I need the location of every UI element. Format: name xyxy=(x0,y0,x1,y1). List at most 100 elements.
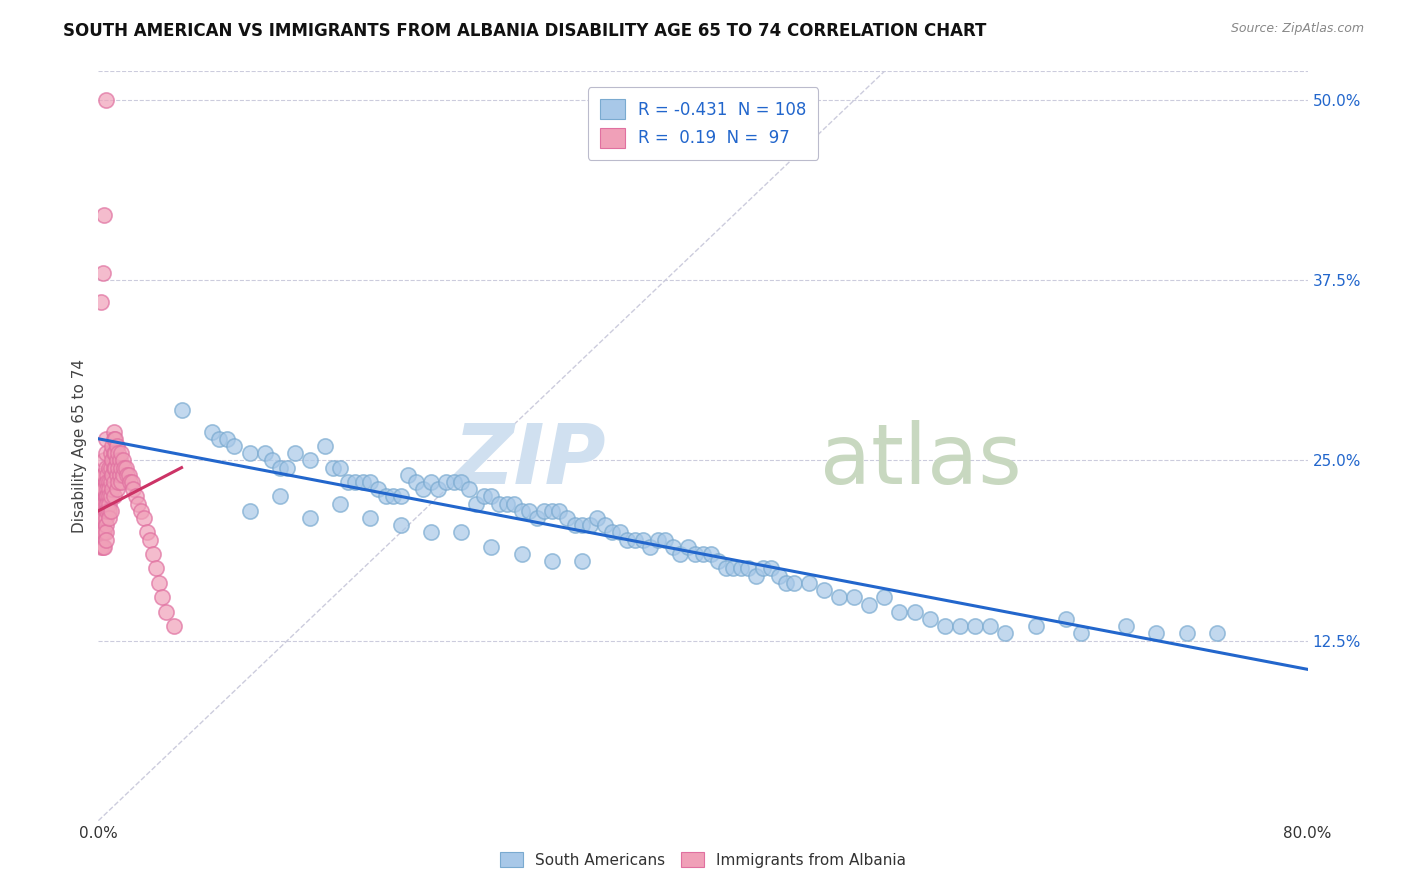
Point xyxy=(94,518,117,533)
Legend: South Americans, Immigrants from Albania: South Americans, Immigrants from Albania xyxy=(494,846,912,873)
Point xyxy=(314,439,336,453)
Point xyxy=(90,497,112,511)
Point xyxy=(616,533,638,547)
Point xyxy=(105,453,128,467)
Point xyxy=(692,547,714,561)
Point xyxy=(90,525,112,540)
Point xyxy=(93,482,115,496)
Point xyxy=(571,554,593,568)
Point xyxy=(96,482,118,496)
Point xyxy=(93,467,115,482)
Point xyxy=(752,561,775,575)
Point xyxy=(828,591,851,605)
Point xyxy=(443,475,465,489)
Point xyxy=(201,425,224,439)
Point xyxy=(93,209,115,223)
Point xyxy=(699,547,721,561)
Point xyxy=(96,497,118,511)
Point xyxy=(112,460,135,475)
Point xyxy=(495,497,517,511)
Point xyxy=(1115,619,1137,633)
Point xyxy=(768,568,790,582)
Point xyxy=(98,490,121,504)
Point xyxy=(100,460,122,475)
Point xyxy=(434,475,457,489)
Point xyxy=(94,504,117,518)
Text: SOUTH AMERICAN VS IMMIGRANTS FROM ALBANIA DISABILITY AGE 65 TO 74 CORRELATION CH: SOUTH AMERICAN VS IMMIGRANTS FROM ALBANI… xyxy=(63,22,987,40)
Point xyxy=(94,446,117,460)
Point xyxy=(578,518,600,533)
Point xyxy=(150,591,173,605)
Point xyxy=(269,490,291,504)
Point xyxy=(94,490,117,504)
Point xyxy=(115,467,138,482)
Text: atlas: atlas xyxy=(820,420,1022,501)
Point xyxy=(420,525,443,540)
Point xyxy=(889,605,911,619)
Point xyxy=(329,497,352,511)
Point xyxy=(98,504,121,518)
Point xyxy=(104,446,127,460)
Point xyxy=(714,561,737,575)
Point xyxy=(344,475,367,489)
Point xyxy=(858,598,880,612)
Point xyxy=(111,453,134,467)
Point xyxy=(90,482,112,496)
Point xyxy=(215,432,238,446)
Text: ZIP: ZIP xyxy=(454,420,606,501)
Point xyxy=(813,583,835,598)
Point xyxy=(110,446,132,460)
Point xyxy=(91,266,114,280)
Point xyxy=(122,482,145,496)
Point xyxy=(91,511,114,525)
Point xyxy=(100,490,122,504)
Point xyxy=(609,525,631,540)
Point xyxy=(110,475,132,489)
Point xyxy=(239,446,262,460)
Point xyxy=(396,467,419,482)
Point xyxy=(723,561,745,575)
Point xyxy=(918,612,941,626)
Point xyxy=(540,554,562,568)
Point xyxy=(105,482,128,496)
Point xyxy=(571,518,593,533)
Point xyxy=(139,533,162,547)
Point xyxy=(96,504,118,518)
Point xyxy=(844,591,866,605)
Point xyxy=(91,467,114,482)
Point xyxy=(155,605,177,619)
Point xyxy=(103,425,125,439)
Point xyxy=(555,511,578,525)
Point xyxy=(934,619,956,633)
Point xyxy=(647,533,669,547)
Point xyxy=(481,540,503,554)
Point xyxy=(488,497,510,511)
Point xyxy=(93,525,115,540)
Point xyxy=(420,475,443,489)
Point xyxy=(472,490,495,504)
Point xyxy=(745,568,768,582)
Point xyxy=(107,475,129,489)
Point xyxy=(1175,626,1198,640)
Point xyxy=(654,533,676,547)
Point xyxy=(299,453,322,467)
Point xyxy=(631,533,654,547)
Point xyxy=(93,497,115,511)
Point xyxy=(105,439,128,453)
Point xyxy=(107,446,129,460)
Point xyxy=(284,446,307,460)
Point xyxy=(94,533,117,547)
Text: Source: ZipAtlas.com: Source: ZipAtlas.com xyxy=(1230,22,1364,36)
Point xyxy=(108,467,131,482)
Point xyxy=(669,547,692,561)
Point xyxy=(132,511,155,525)
Point xyxy=(103,490,125,504)
Point xyxy=(1070,626,1092,640)
Point xyxy=(224,439,246,453)
Point xyxy=(142,547,165,561)
Point xyxy=(450,475,472,489)
Point xyxy=(108,453,131,467)
Point xyxy=(90,294,112,309)
Point xyxy=(94,497,117,511)
Point xyxy=(638,540,661,554)
